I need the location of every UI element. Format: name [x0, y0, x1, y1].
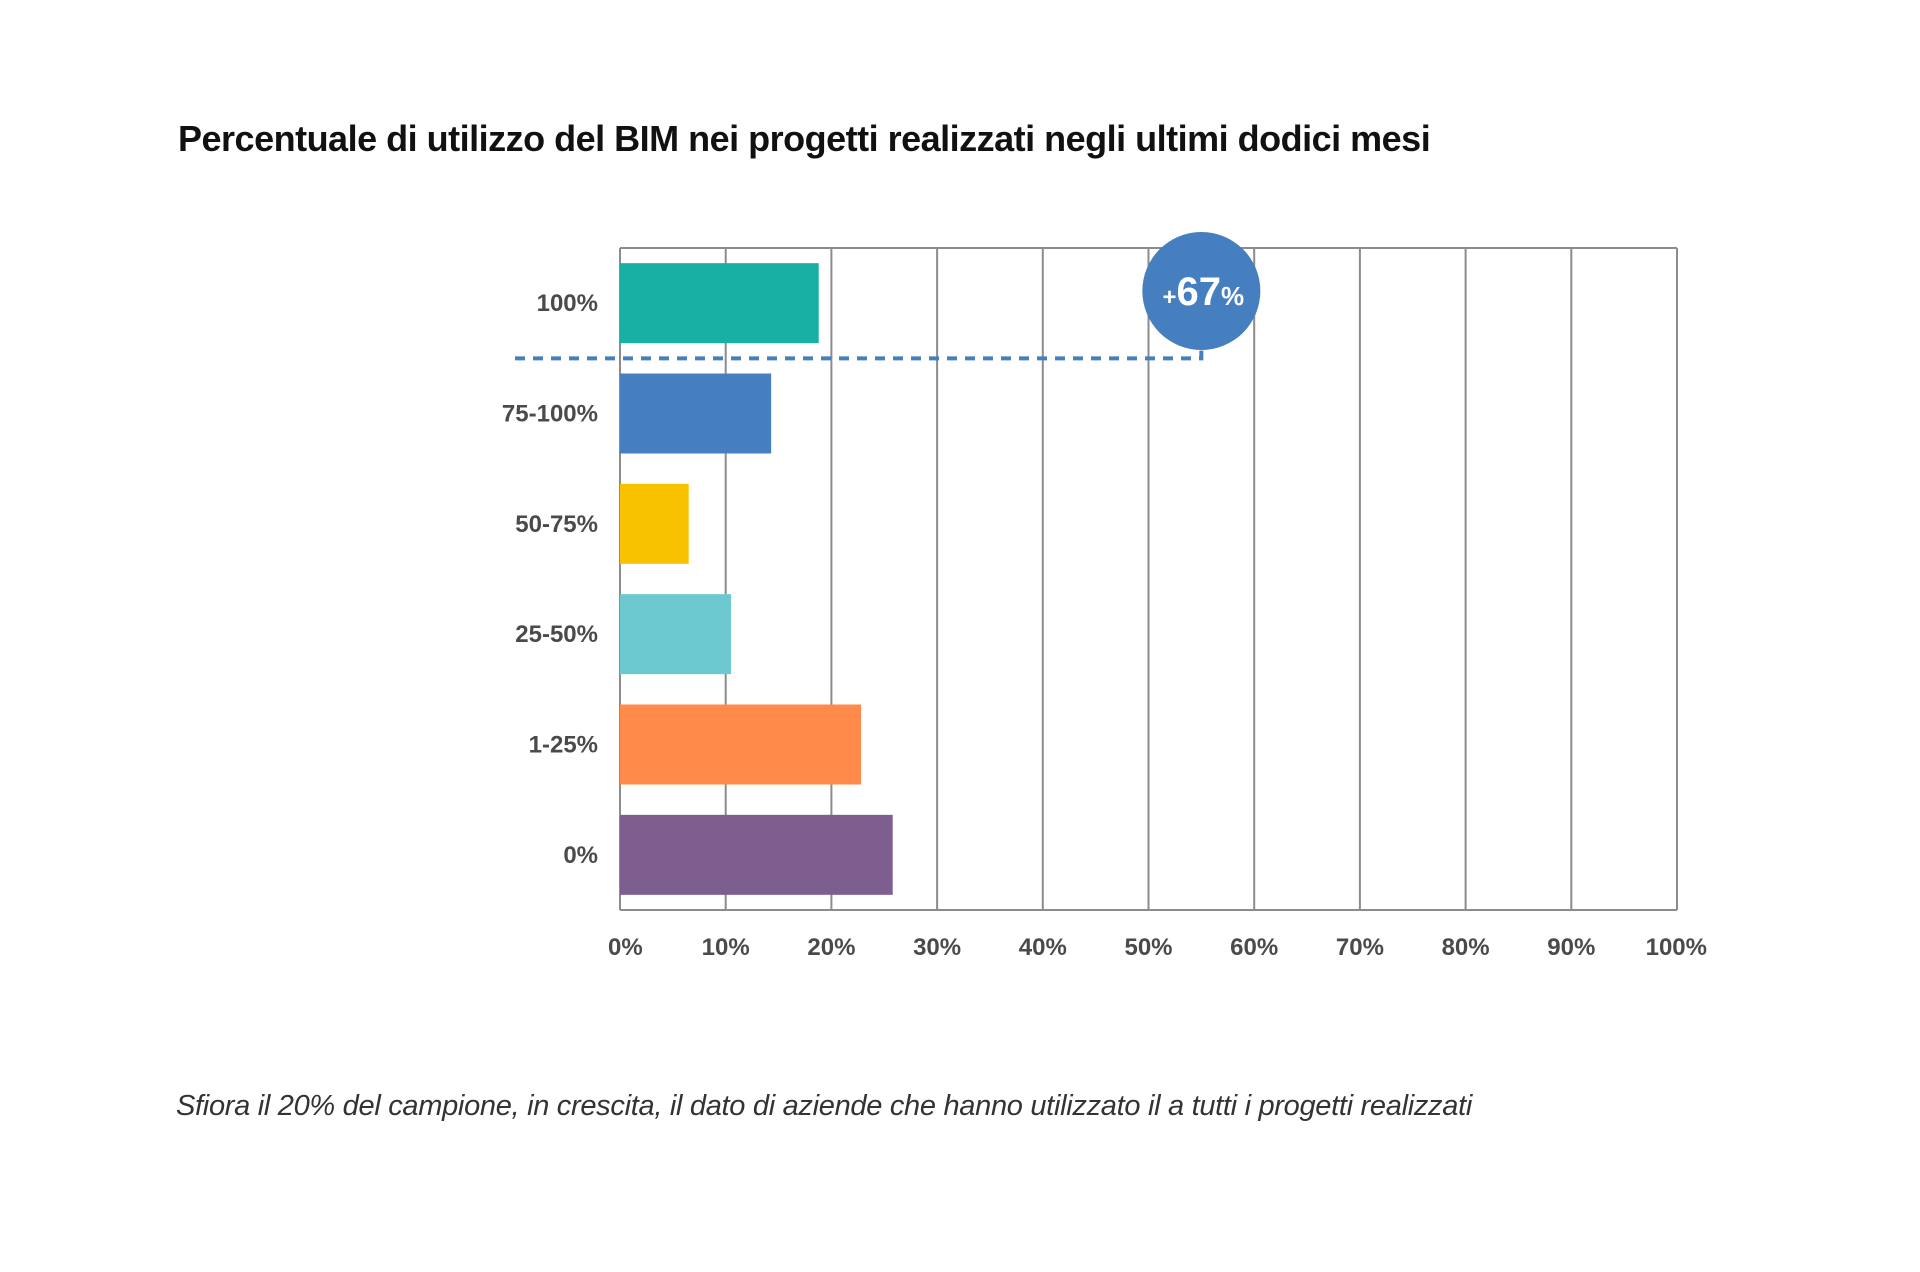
x-tick-label-10%: 10%: [702, 934, 750, 961]
x-tick-label-20%: 20%: [807, 934, 855, 961]
x-tick-label-90%: 90%: [1547, 934, 1595, 961]
growth-value-label: +67%: [1163, 270, 1245, 314]
x-tick-label-0%: 0%: [608, 934, 643, 961]
bars: [620, 263, 893, 895]
x-tick-label-60%: 60%: [1230, 934, 1278, 961]
bar-50-75%: [620, 483, 689, 564]
growth-annotation: +67%: [515, 232, 1261, 361]
x-tick-label-50%: 50%: [1124, 934, 1172, 961]
bar-100%: [620, 263, 819, 344]
category-label-100%: 100%: [537, 290, 598, 317]
bar-1-25%: [620, 704, 861, 785]
category-label-25-50%: 25-50%: [515, 621, 598, 648]
x-tick-label-100%: 100%: [1646, 934, 1707, 961]
category-label-0%: 0%: [563, 842, 598, 869]
category-label-75-100%: 75-100%: [502, 401, 598, 428]
bar-75-100%: [620, 373, 772, 454]
category-label-1-25%: 1-25%: [529, 732, 598, 759]
chart-caption: Sfiora il 20% del campione, in crescita,…: [176, 1090, 1472, 1122]
x-tick-label-30%: 30%: [913, 934, 961, 961]
grid-lines: [619, 247, 1678, 911]
bar-25-50%: [620, 594, 731, 675]
x-axis-tick-labels: 0% 10% 20% 30% 40% 50% 60% 70% 80% 90% 100%: [608, 934, 1707, 961]
x-tick-label-80%: 80%: [1442, 934, 1490, 961]
category-labels: 100% 75-100% 50-75% 25-50% 1-25% 0%: [502, 290, 598, 869]
dashed-reference-line: [515, 338, 1204, 361]
growth-bubble: [1142, 232, 1261, 350]
chart-title: Percentuale di utilizzo del BIM nei prog…: [178, 118, 1431, 159]
category-label-50-75%: 50-75%: [515, 511, 598, 538]
x-tick-label-70%: 70%: [1336, 934, 1384, 961]
x-tick-label-40%: 40%: [1019, 934, 1067, 961]
bar-0%: [620, 814, 893, 895]
